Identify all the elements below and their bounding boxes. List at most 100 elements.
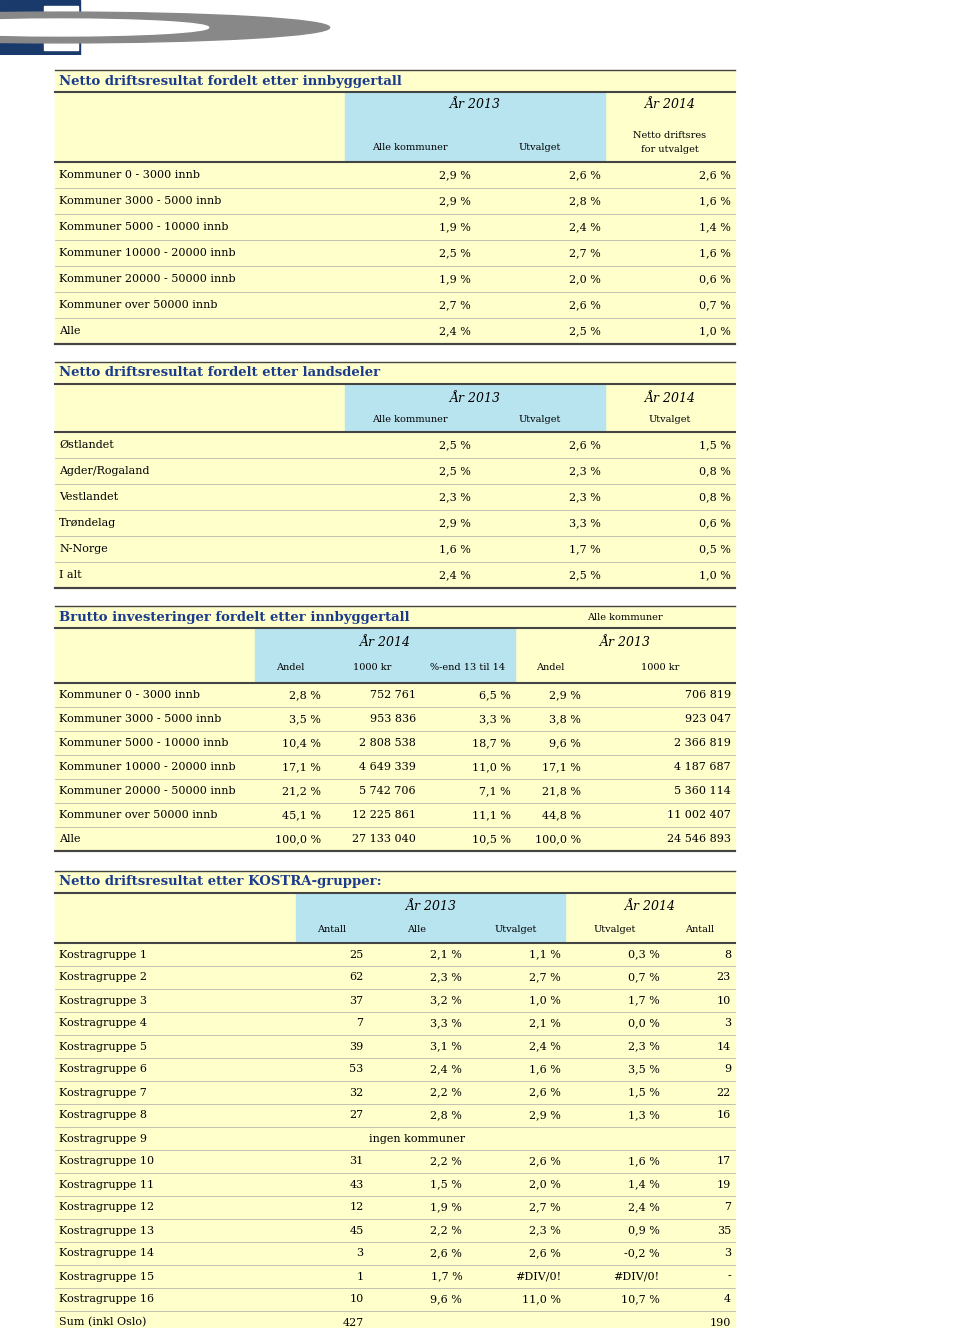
- Text: Kostragruppe 4: Kostragruppe 4: [59, 1019, 147, 1028]
- Text: Kostragruppe 7: Kostragruppe 7: [59, 1088, 147, 1097]
- Text: Kommuner 3000 - 5000 innb: Kommuner 3000 - 5000 innb: [59, 714, 222, 724]
- Text: Alle: Alle: [59, 834, 81, 845]
- Text: 2,3 %: 2,3 %: [628, 1041, 660, 1052]
- Text: 1,3 %: 1,3 %: [628, 1110, 660, 1121]
- Text: Kostragruppe 16: Kostragruppe 16: [59, 1295, 155, 1304]
- Text: 1,7 %: 1,7 %: [430, 1271, 463, 1282]
- Text: 2,5 %: 2,5 %: [569, 570, 601, 580]
- Bar: [55, 1311, 735, 1328]
- Text: 8: 8: [724, 950, 731, 960]
- Text: 1,6 %: 1,6 %: [628, 1157, 660, 1166]
- Text: Kommuner 3000 - 5000 innb: Kommuner 3000 - 5000 innb: [59, 197, 222, 206]
- Text: Alle: Alle: [407, 924, 426, 934]
- Bar: [55, 803, 735, 827]
- Bar: [55, 683, 735, 706]
- Text: for utvalget: for utvalget: [641, 145, 699, 154]
- Text: 45,1 %: 45,1 %: [282, 810, 321, 819]
- Text: 16: 16: [717, 1110, 731, 1121]
- Text: 706 819: 706 819: [684, 691, 731, 700]
- Text: 0,7 %: 0,7 %: [699, 300, 731, 309]
- Text: År 2014: År 2014: [644, 392, 695, 405]
- Text: 100,0 %: 100,0 %: [275, 834, 321, 845]
- Text: 1,0 %: 1,0 %: [699, 325, 731, 336]
- Text: 37: 37: [349, 996, 364, 1005]
- Text: 2,4 %: 2,4 %: [430, 1065, 463, 1074]
- Text: 1,0 %: 1,0 %: [529, 996, 561, 1005]
- Text: 1000 kr: 1000 kr: [641, 664, 679, 672]
- Text: Kommuner 5000 - 10000 innb: Kommuner 5000 - 10000 innb: [59, 222, 228, 232]
- Text: 0,3 %: 0,3 %: [628, 950, 660, 960]
- Text: 3,3 %: 3,3 %: [430, 1019, 463, 1028]
- Bar: [55, 989, 735, 1012]
- Text: 31: 31: [349, 1157, 364, 1166]
- Text: 2,7 %: 2,7 %: [440, 300, 471, 309]
- Text: 9,6 %: 9,6 %: [430, 1295, 463, 1304]
- Text: 2,4 %: 2,4 %: [529, 1041, 561, 1052]
- Bar: [55, 706, 735, 730]
- Text: Kostragruppe 12: Kostragruppe 12: [59, 1202, 155, 1212]
- Bar: [55, 1266, 735, 1288]
- Bar: [55, 892, 735, 943]
- Text: 44,8 %: 44,8 %: [542, 810, 581, 819]
- Text: 3,3 %: 3,3 %: [569, 518, 601, 529]
- Bar: [55, 756, 735, 780]
- Text: 2,0 %: 2,0 %: [569, 274, 601, 284]
- Text: Kostragruppe 13: Kostragruppe 13: [59, 1226, 155, 1235]
- Text: 2,5 %: 2,5 %: [439, 248, 471, 258]
- Text: Andel: Andel: [276, 664, 304, 672]
- Bar: [55, 1081, 735, 1104]
- Text: 1,9 %: 1,9 %: [439, 274, 471, 284]
- Text: 0,5 %: 0,5 %: [699, 544, 731, 554]
- Text: 1,7 %: 1,7 %: [628, 996, 660, 1005]
- Text: Kostragruppe 1: Kostragruppe 1: [59, 950, 147, 960]
- Text: 18,7 %: 18,7 %: [472, 738, 511, 748]
- Text: 2,9 %: 2,9 %: [549, 691, 581, 700]
- Text: 2,2 %: 2,2 %: [430, 1088, 463, 1097]
- Text: Kommuner 10000 - 20000 innb: Kommuner 10000 - 20000 innb: [59, 248, 235, 258]
- Text: 923 047: 923 047: [684, 714, 731, 724]
- Text: 9,6 %: 9,6 %: [549, 738, 581, 748]
- Bar: [55, 214, 735, 240]
- Text: 3: 3: [724, 1248, 731, 1259]
- Text: Utvalget: Utvalget: [649, 416, 691, 425]
- Text: 2,4 %: 2,4 %: [439, 570, 471, 580]
- Bar: [55, 1288, 735, 1311]
- Text: 6,5 %: 6,5 %: [479, 691, 511, 700]
- Text: Kommuner 0 - 3000 innb: Kommuner 0 - 3000 innb: [59, 170, 200, 181]
- Text: 2,3 %: 2,3 %: [430, 972, 463, 983]
- Text: 2,5 %: 2,5 %: [569, 325, 601, 336]
- Bar: [55, 780, 735, 803]
- Text: 39: 39: [349, 1041, 364, 1052]
- Text: 11,0 %: 11,0 %: [472, 762, 511, 772]
- Text: 1,5 %: 1,5 %: [699, 440, 731, 450]
- Bar: [0, 0, 80, 54]
- Text: Kommuner over 50000 innb: Kommuner over 50000 innb: [59, 810, 218, 819]
- Text: År 2014: År 2014: [625, 900, 676, 914]
- Text: 1,6 %: 1,6 %: [529, 1065, 561, 1074]
- Text: 3: 3: [356, 1248, 364, 1259]
- Text: 2,9 %: 2,9 %: [439, 518, 471, 529]
- Text: 2,3 %: 2,3 %: [439, 491, 471, 502]
- Text: 7: 7: [724, 1202, 731, 1212]
- Text: 100,0 %: 100,0 %: [535, 834, 581, 845]
- Text: 2 808 538: 2 808 538: [359, 738, 416, 748]
- Text: Kostragruppe 14: Kostragruppe 14: [59, 1248, 155, 1259]
- Text: 2,6 %: 2,6 %: [529, 1248, 561, 1259]
- Circle shape: [0, 19, 208, 36]
- Text: 953 836: 953 836: [370, 714, 416, 724]
- Text: #DIV/0!: #DIV/0!: [515, 1271, 561, 1282]
- Text: År 2014: År 2014: [644, 97, 695, 110]
- Bar: [55, 606, 735, 628]
- Text: 3,5 %: 3,5 %: [289, 714, 321, 724]
- Text: 17,1 %: 17,1 %: [282, 762, 321, 772]
- Bar: [55, 162, 735, 189]
- Text: 1,9 %: 1,9 %: [439, 222, 471, 232]
- Text: Antall: Antall: [318, 924, 347, 934]
- Text: 2,6 %: 2,6 %: [569, 170, 601, 181]
- Text: 11,0 %: 11,0 %: [522, 1295, 561, 1304]
- Text: -0,2 %: -0,2 %: [624, 1248, 660, 1259]
- Text: 2,8 %: 2,8 %: [430, 1110, 463, 1121]
- Text: 5 742 706: 5 742 706: [359, 786, 416, 795]
- Text: 2,8 %: 2,8 %: [569, 197, 601, 206]
- Text: 2,6 %: 2,6 %: [569, 300, 601, 309]
